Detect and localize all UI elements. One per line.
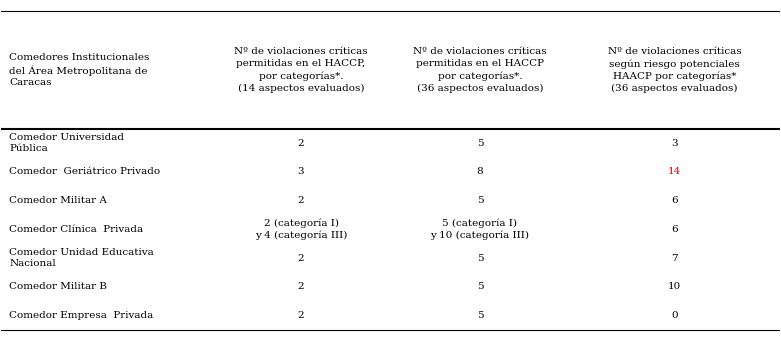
Text: 6: 6 xyxy=(671,225,678,234)
Text: Comedor Clínica  Privada: Comedor Clínica Privada xyxy=(9,225,143,234)
Text: 5: 5 xyxy=(476,139,483,148)
Text: 6: 6 xyxy=(671,196,678,205)
Text: 3: 3 xyxy=(298,167,305,176)
Text: Nº de violaciones críticas
permitidas en el HACCP,
por categorías*.
(14 aspectos: Nº de violaciones críticas permitidas en… xyxy=(234,47,368,93)
Text: Comedor Unidad Educativa
Nacional: Comedor Unidad Educativa Nacional xyxy=(9,248,154,268)
Text: Nº de violaciones críticas
permitidas en el HACCP
por categorías*.
(36 aspectos : Nº de violaciones críticas permitidas en… xyxy=(413,47,547,93)
Text: 5: 5 xyxy=(476,254,483,263)
Text: Comedor Militar A: Comedor Militar A xyxy=(9,196,107,205)
Text: 0: 0 xyxy=(671,311,678,320)
Text: 8: 8 xyxy=(476,167,483,176)
Text: 14: 14 xyxy=(668,167,681,176)
Text: 2: 2 xyxy=(298,282,305,291)
Text: 10: 10 xyxy=(668,282,681,291)
Text: Comedor Universidad
Pública: Comedor Universidad Pública xyxy=(9,133,124,153)
Text: 5 (categoría I)
y 10 (categoría III): 5 (categoría I) y 10 (categoría III) xyxy=(430,219,530,240)
Text: 2: 2 xyxy=(298,139,305,148)
Text: Comedores Institucionales
del Área Metropolitana de
Caracas: Comedores Institucionales del Área Metro… xyxy=(9,53,149,88)
Text: 2: 2 xyxy=(298,196,305,205)
Text: 7: 7 xyxy=(671,254,678,263)
Text: 5: 5 xyxy=(476,282,483,291)
Text: Comedor  Geriátrico Privado: Comedor Geriátrico Privado xyxy=(9,167,160,176)
Text: Comedor Empresa  Privada: Comedor Empresa Privada xyxy=(9,311,153,320)
Text: Nº de violaciones críticas
según riesgo potenciales
HAACP por categorías*
(36 as: Nº de violaciones críticas según riesgo … xyxy=(608,47,741,93)
Text: 3: 3 xyxy=(671,139,678,148)
Text: 5: 5 xyxy=(476,196,483,205)
Text: 2 (categoría I)
y 4 (categoría III): 2 (categoría I) y 4 (categoría III) xyxy=(255,219,348,240)
Text: Comedor Militar B: Comedor Militar B xyxy=(9,282,107,291)
Text: 2: 2 xyxy=(298,311,305,320)
Text: 5: 5 xyxy=(476,311,483,320)
Text: 2: 2 xyxy=(298,254,305,263)
